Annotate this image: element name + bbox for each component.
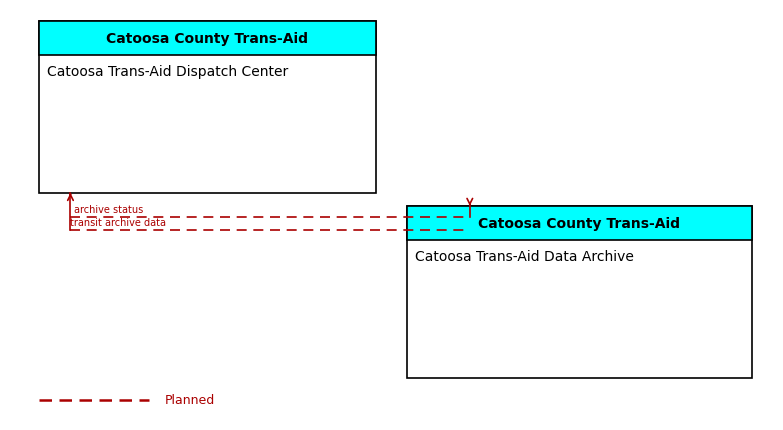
- Text: Catoosa County Trans-Aid: Catoosa County Trans-Aid: [106, 32, 309, 46]
- Bar: [39, 22, 376, 194]
- Text: Catoosa Trans-Aid Data Archive: Catoosa Trans-Aid Data Archive: [415, 249, 634, 263]
- Text: archive status: archive status: [74, 205, 143, 215]
- Text: Planned: Planned: [164, 393, 215, 406]
- Bar: [39, 22, 376, 56]
- Bar: [407, 206, 752, 241]
- Text: Catoosa Trans-Aid Dispatch Center: Catoosa Trans-Aid Dispatch Center: [47, 64, 288, 78]
- Text: Catoosa County Trans-Aid: Catoosa County Trans-Aid: [478, 217, 680, 230]
- Bar: [407, 206, 752, 378]
- Text: transit archive data: transit archive data: [70, 218, 167, 228]
